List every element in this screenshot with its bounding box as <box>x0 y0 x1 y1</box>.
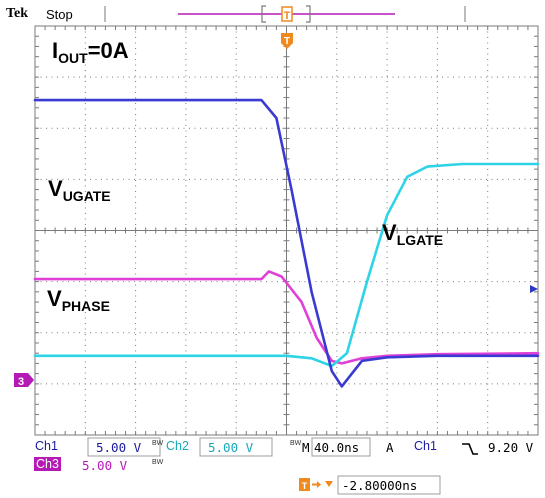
label-iout: IOUT=0A <box>52 38 129 66</box>
trigger-level[interactable]: 9.20 V <box>488 440 534 455</box>
graticule <box>34 25 539 436</box>
svg-text:3: 3 <box>18 376 24 388</box>
record-window-indicator: T <box>178 5 395 23</box>
ch1-scale[interactable]: 5.00 V <box>96 440 142 455</box>
label-v-ugate: VUGATE <box>48 176 111 204</box>
ch2-scale[interactable]: 5.00 V <box>208 440 254 455</box>
brand-logo: Tek <box>6 6 29 21</box>
trace-ch2 <box>33 162 540 368</box>
trigger-delay-icon: T <box>299 478 333 491</box>
ch3-bw-mark: BW <box>152 459 164 466</box>
ch1-label[interactable]: Ch1 <box>35 439 58 453</box>
trigger-delay-value[interactable]: -2.80000ns <box>342 478 418 493</box>
svg-text:T: T <box>284 36 290 47</box>
trace-ch3 <box>33 270 540 365</box>
trace-ch1 <box>33 98 540 388</box>
falling-edge-icon <box>462 443 478 455</box>
label-v-lgate: VLGATE <box>382 220 444 248</box>
ch3-label[interactable]: Ch3 <box>34 457 61 471</box>
ch1-bw-mark: BW <box>152 440 164 447</box>
trigger-source[interactable]: Ch1 <box>414 439 437 453</box>
trigger-level-arrow-icon <box>530 285 538 293</box>
waveform-traces <box>33 98 540 388</box>
ch3-scale[interactable]: 5.00 V <box>82 458 128 473</box>
acquisition-state: Stop <box>46 7 73 22</box>
horizontal-scale[interactable]: 40.0ns <box>314 440 360 455</box>
trigger-position-marker[interactable]: T <box>281 33 293 49</box>
horizontal-prefix: M <box>302 440 310 455</box>
label-v-phase: VPHASE <box>47 286 110 314</box>
trigger-mode: A <box>386 440 394 455</box>
ch2-bw-mark: BW <box>290 440 302 447</box>
ch2-label[interactable]: Ch2 <box>166 439 189 453</box>
ch3-ground-marker[interactable]: 3 <box>14 373 34 388</box>
svg-text:T: T <box>302 481 308 491</box>
window-trigger-marker: T <box>284 10 291 22</box>
